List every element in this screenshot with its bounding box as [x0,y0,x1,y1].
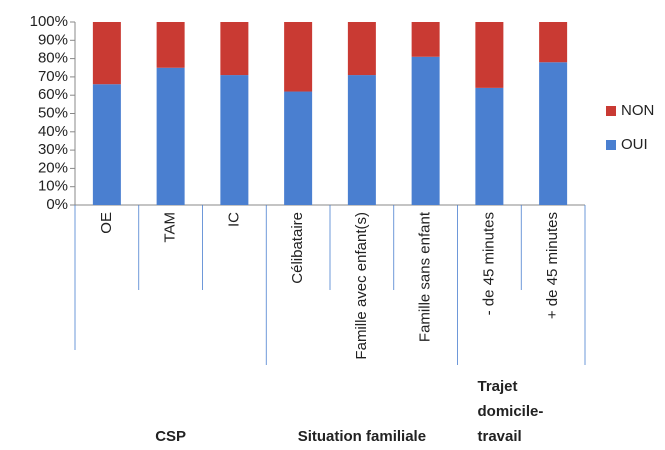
x-tick-label: Famille avec enfant(s) [353,212,370,360]
y-tick-label: 0% [46,196,68,213]
bar-segment [539,62,568,206]
group-label: Situation familiale [298,428,426,445]
group-label: domicile- [478,403,544,420]
legend-swatch [606,106,616,116]
bar-segment [156,67,185,205]
bar-segment [284,91,313,205]
bar-segment [347,22,376,76]
x-tick-label: TAM [162,212,179,243]
x-tick-label: Famille sans enfant [417,211,434,342]
x-tick-label: OE [98,212,115,234]
bar-segment [475,22,504,88]
y-tick-label: 50% [38,104,68,121]
x-tick-label: - de 45 minutes [480,212,497,315]
bar-segment [92,84,121,205]
bar-segment [475,87,504,205]
bar-segment [411,22,440,57]
y-tick-label: 20% [38,159,68,176]
y-tick-label: 40% [38,123,68,140]
y-tick-label: 90% [38,31,68,48]
group-label: Trajet [478,378,518,395]
legend-label: OUI [621,136,648,153]
bar-segment [539,22,568,63]
bar-segment [220,22,249,76]
legend-swatch [606,140,616,150]
x-tick-label: Célibataire [289,212,306,284]
y-tick-label: 70% [38,68,68,85]
group-label: CSP [155,428,186,445]
bar-segment [156,22,185,68]
bar-segment [220,75,249,205]
y-tick-label: 80% [38,50,68,67]
y-tick-label: 60% [38,86,68,103]
legend-label: NON [621,102,654,119]
x-tick-label: IC [225,212,242,227]
bar-segment [411,56,440,205]
group-label: travail [478,428,522,445]
bar-segment [92,22,121,85]
y-tick-label: 10% [38,178,68,195]
y-tick-label: 100% [30,13,68,30]
y-tick-label: 30% [38,141,68,158]
x-tick-label: + de 45 minutes [544,212,561,319]
bar-segment [347,75,376,205]
bar-segment [284,22,313,92]
